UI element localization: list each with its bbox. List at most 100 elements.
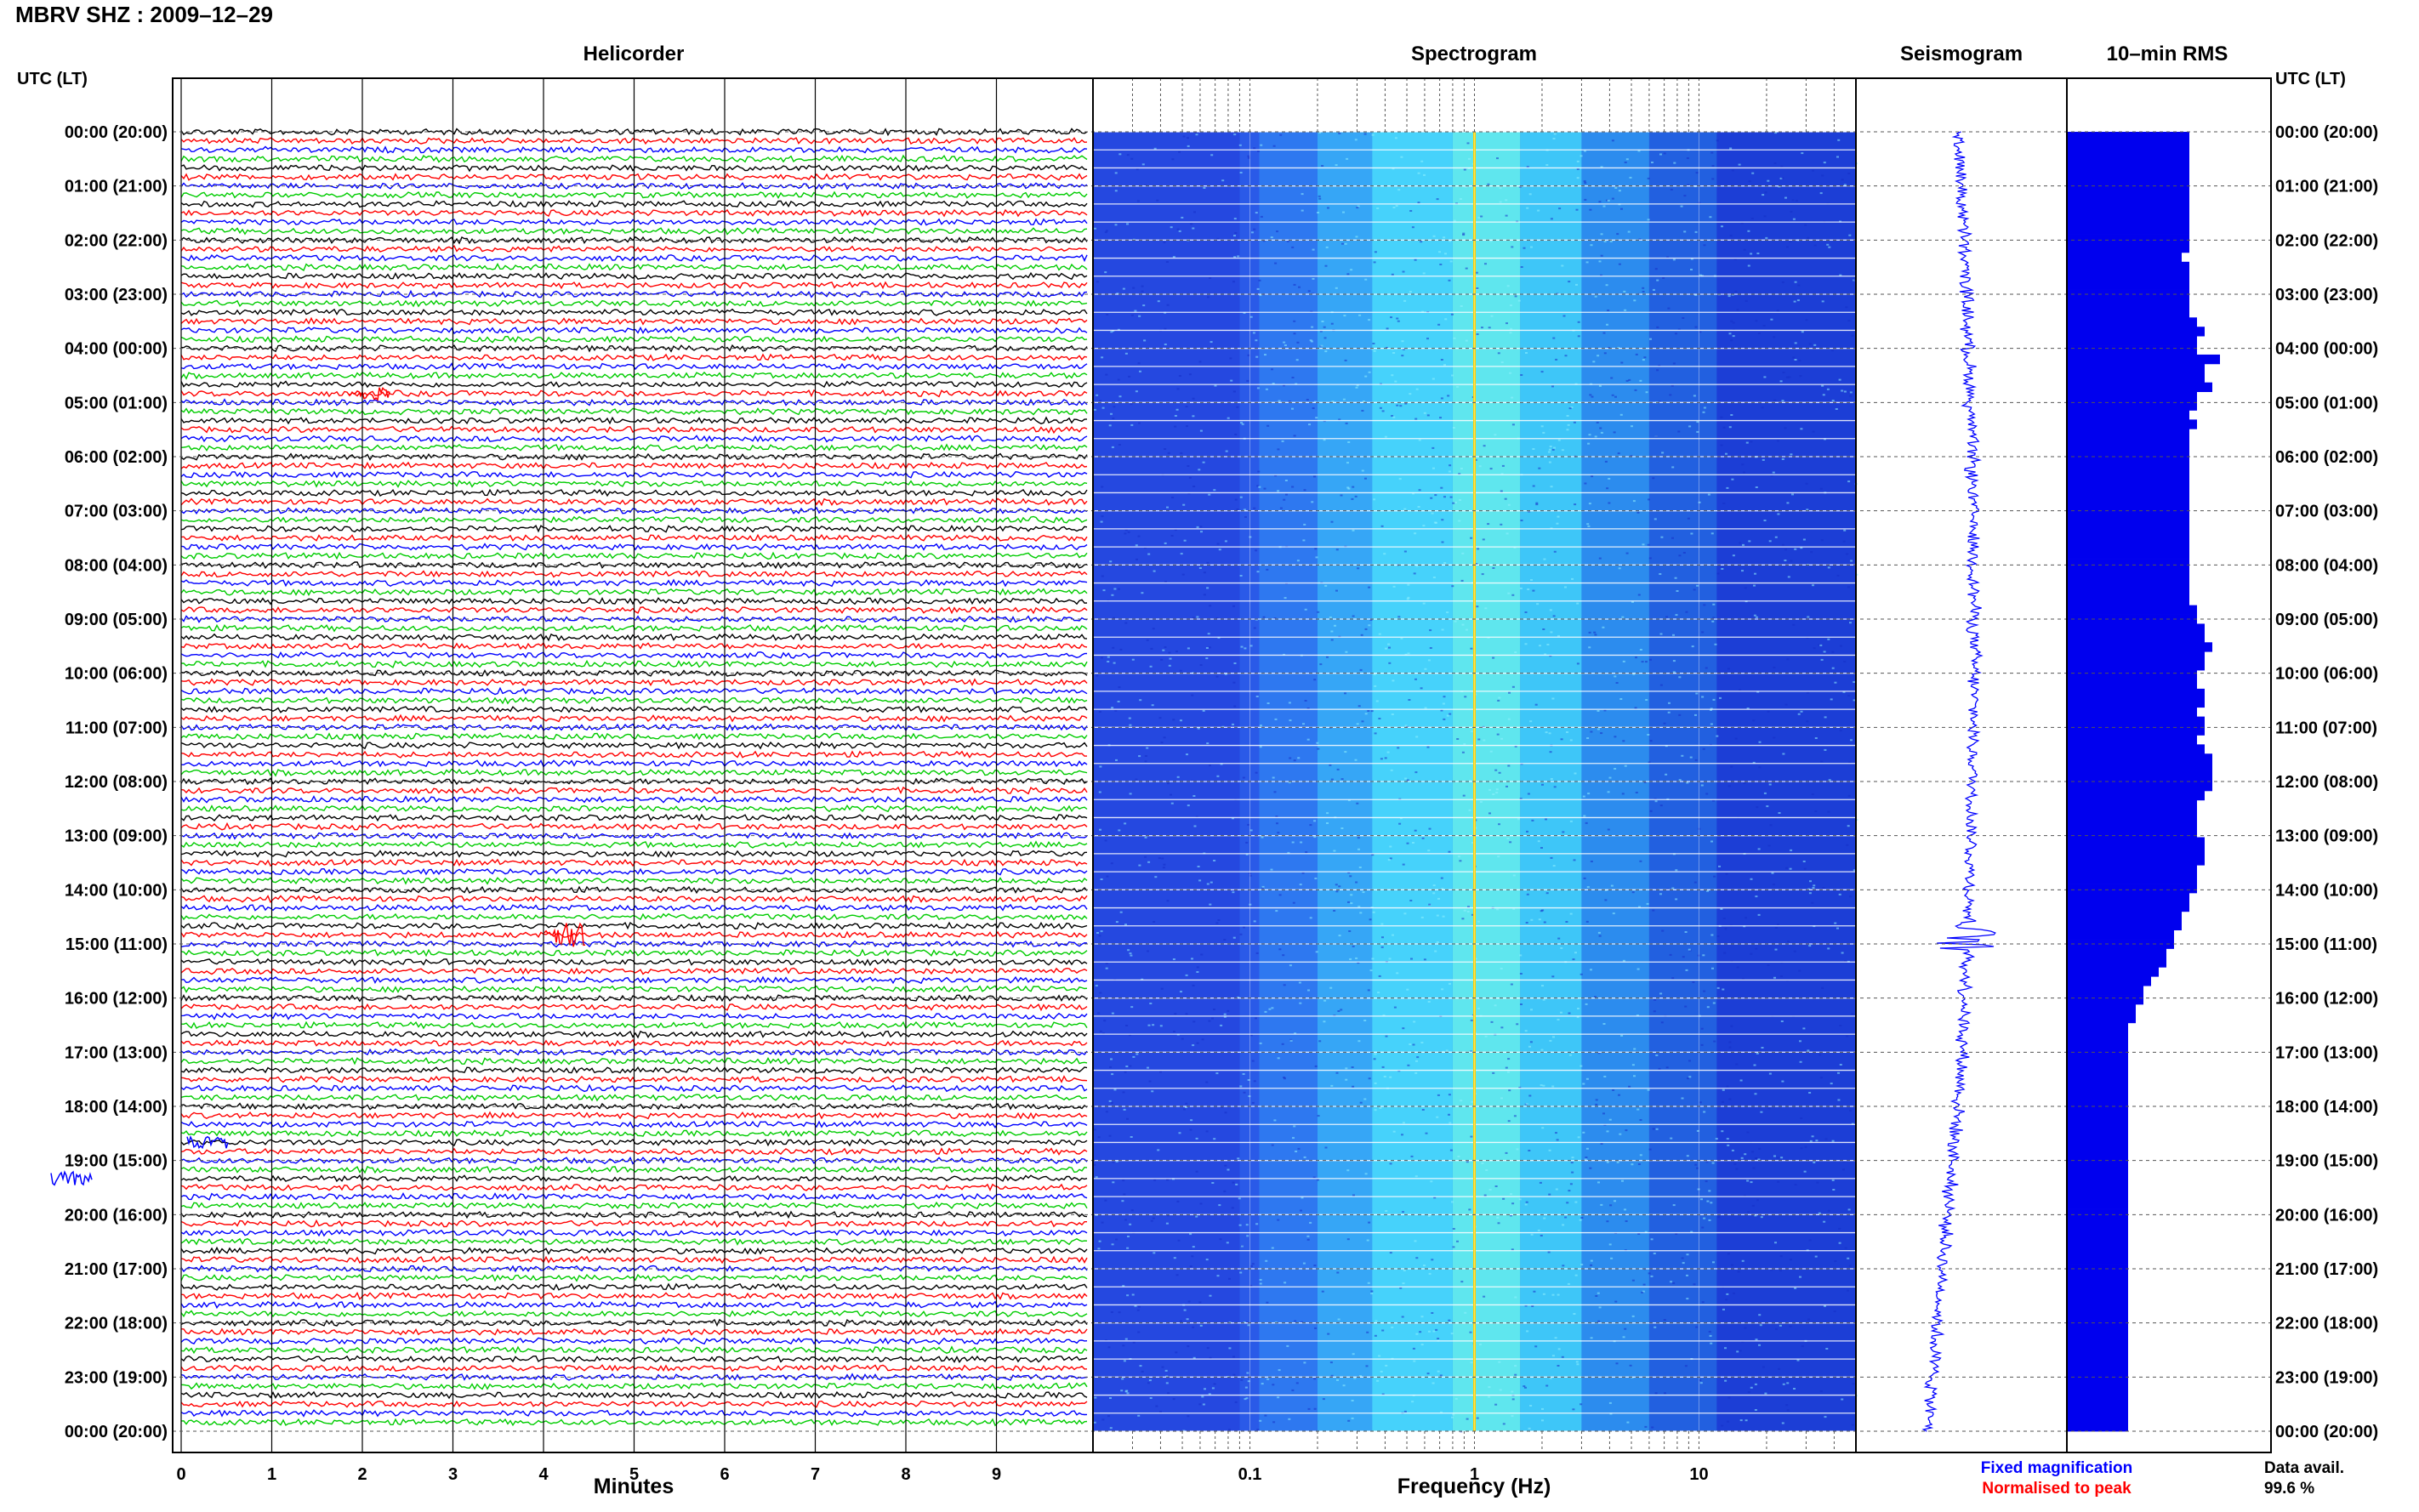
rms-bar xyxy=(2067,688,2205,699)
spectrogram-speckle xyxy=(1384,435,1387,438)
spectrogram-speckle xyxy=(1659,573,1662,575)
spectrogram-speckle xyxy=(1607,347,1610,349)
spectrogram-speckle xyxy=(1753,1064,1756,1066)
spectrogram-speckle xyxy=(1838,893,1841,895)
spectrogram-speckle xyxy=(1355,881,1358,884)
rms-bar xyxy=(2067,1032,2128,1042)
spectrogram-speckle xyxy=(1304,700,1307,702)
spectrogram-speckle xyxy=(1397,189,1401,191)
spectrogram-speckle xyxy=(1710,723,1713,725)
spectrogram-speckle xyxy=(1321,1290,1324,1293)
spectrogram-speckle xyxy=(1530,918,1534,921)
time-label-right: 00:00 (20:00) xyxy=(2275,123,2378,142)
spectrogram-speckle xyxy=(1380,525,1384,527)
spectrogram-speckle xyxy=(1591,475,1594,478)
spectrogram-speckle xyxy=(1710,151,1714,154)
spectrogram-speckle xyxy=(1256,287,1260,290)
spectrogram-speckle xyxy=(1354,495,1357,497)
spectrogram-speckle xyxy=(1247,156,1250,159)
spectrogram-speckle xyxy=(1200,531,1203,533)
spectrogram-speckle xyxy=(1344,751,1347,753)
spectrogram-speckle xyxy=(1753,614,1756,617)
spectrogram-speckle xyxy=(1541,783,1544,786)
spectrogram-speckle xyxy=(1611,139,1614,142)
spectrogram-speckle xyxy=(1130,423,1134,426)
time-label-left: 21:00 (17:00) xyxy=(65,1260,168,1279)
spectrogram-speckle xyxy=(1603,352,1607,355)
spectrogram-speckle xyxy=(1293,1125,1296,1128)
rms-bar xyxy=(2067,1115,2128,1126)
rms-bar xyxy=(2067,242,2189,253)
spectrogram-speckle xyxy=(1101,486,1104,488)
spectrogram-speckle xyxy=(1147,1024,1151,1026)
spectrogram-speckle xyxy=(1722,988,1725,991)
spectrogram-speckle xyxy=(1770,318,1773,321)
spectrogram-speckle xyxy=(1180,452,1183,454)
spectrogram-speckle xyxy=(1532,589,1535,592)
spectrogram-speckle xyxy=(1735,1168,1739,1170)
rms-bar xyxy=(2067,196,2189,207)
spectrogram-speckle xyxy=(1703,990,1706,992)
spectrogram-speckle xyxy=(1402,1027,1405,1030)
spectrogram-speckle xyxy=(1757,333,1761,334)
spectrogram-speckle xyxy=(1175,1351,1178,1354)
spectrogram-speckle xyxy=(1608,502,1611,504)
spectrogram-speckle xyxy=(1766,456,1769,458)
spectrogram-speckle xyxy=(1628,378,1631,381)
spectrogram-speckle xyxy=(1143,339,1147,342)
spectrogram-speckle xyxy=(1730,414,1733,416)
spectrogram-speckle xyxy=(1577,321,1580,323)
spectrogram-speckle xyxy=(1174,1013,1177,1015)
spectrogram-speckle xyxy=(1488,812,1491,815)
spectrogram-speckle xyxy=(1698,501,1701,503)
spectrogram-speckle xyxy=(1255,771,1258,774)
spectrogram-speckle xyxy=(1537,840,1540,843)
spectrogram-speckle xyxy=(1696,430,1699,433)
spectrogram-speckle xyxy=(1436,198,1439,201)
spectrogram-speckle xyxy=(1492,793,1495,795)
spectrogram-speckle xyxy=(1477,1007,1480,1009)
spectrogram-speckle xyxy=(1484,1035,1488,1037)
spectrogram-speckle xyxy=(1329,617,1332,618)
spectrogram-speckle xyxy=(1179,1320,1182,1322)
spectrogram-speckle xyxy=(1313,1407,1317,1410)
spectrogram-speckle xyxy=(1284,480,1288,481)
spectrogram-speckle xyxy=(1492,567,1495,569)
spectrogram-speckle xyxy=(1259,1042,1262,1044)
spectrogram-speckle xyxy=(1358,867,1362,868)
spectrogram-speckle xyxy=(1296,341,1300,344)
spectrogram-speckle xyxy=(1574,1274,1578,1276)
spectrogram-speckle xyxy=(1295,1382,1299,1384)
spectrogram-speckle xyxy=(1464,1311,1467,1314)
spectrogram-speckle xyxy=(1582,1083,1585,1085)
spectrogram-speckle xyxy=(1827,638,1830,640)
spectrogram-speckle xyxy=(1618,1094,1620,1096)
spectrogram-speckle xyxy=(1293,333,1296,335)
spectrogram-speckle xyxy=(1526,830,1528,833)
spectrogram-speckle xyxy=(1406,598,1409,600)
spectrogram-speckle xyxy=(1511,1390,1514,1393)
spectrogram-speckle xyxy=(1663,722,1666,725)
spectrogram-speckle xyxy=(1494,434,1497,436)
spectrogram-speckle xyxy=(1726,486,1729,489)
time-label-right: 00:00 (20:00) xyxy=(2275,1423,2378,1441)
spectrogram-speckle xyxy=(1639,649,1642,651)
spectrogram-speckle xyxy=(1830,350,1834,352)
spectrogram-speckle xyxy=(1369,619,1373,621)
spectrogram-speckle xyxy=(1507,592,1511,594)
spectrogram-speckle xyxy=(1693,1283,1696,1286)
spectrogram-speckle xyxy=(1761,406,1764,409)
spectrogram-speckle xyxy=(1485,1169,1488,1171)
spectrogram-speckle xyxy=(1381,410,1385,412)
utc-label-left: UTC (LT) xyxy=(17,70,88,88)
spectrogram-speckle xyxy=(1560,1011,1562,1014)
spectrogram-speckle xyxy=(1420,1344,1424,1346)
spectrogram-speckle xyxy=(1551,1355,1555,1357)
utc-label-right: UTC (LT) xyxy=(2275,70,2346,88)
spectrogram-speckle xyxy=(1816,1181,1819,1184)
spectrogram-speckle xyxy=(1781,177,1784,179)
spectrogram-speckle xyxy=(1711,178,1715,180)
spectrogram-speckle xyxy=(1638,906,1641,908)
spectrogram-speckle xyxy=(1730,320,1733,322)
spectrogram-speckle xyxy=(1206,883,1210,885)
